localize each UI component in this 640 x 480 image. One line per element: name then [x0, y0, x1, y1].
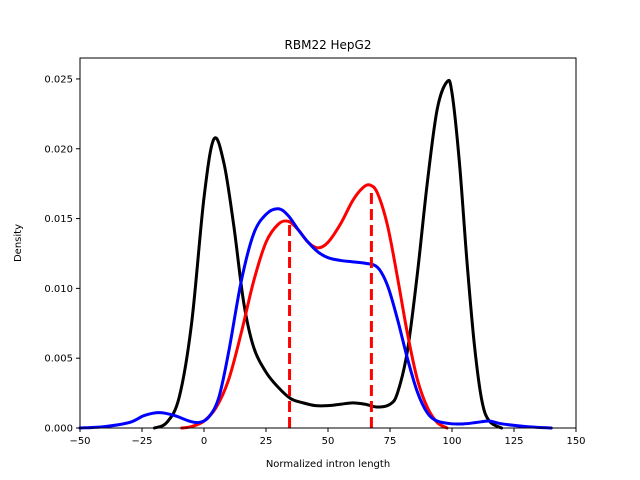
x-axis-ticks: −50 −25 0 25 50 75 100 125 150 [69, 428, 586, 447]
reference-lines [288, 187, 373, 428]
y-tick-label: 0.005 [44, 354, 73, 365]
x-tick-label: 100 [442, 436, 461, 447]
plot-area [78, 78, 553, 430]
y-axis-ticks: 0.000 0.005 0.010 0.015 0.020 0.025 [44, 74, 80, 435]
x-tick-label: 150 [566, 436, 585, 447]
x-tick-label: 0 [201, 436, 207, 447]
x-tick-label: −50 [69, 436, 90, 447]
y-tick-label: 0.020 [44, 144, 73, 155]
x-tick-label: 75 [384, 436, 397, 447]
x-tick-label: −25 [131, 436, 152, 447]
x-axis-label: Normalized intron length [266, 459, 390, 470]
x-tick-label: 50 [322, 436, 335, 447]
density-curve-2 [180, 183, 449, 430]
x-tick-label: 125 [504, 436, 523, 447]
y-axis-label: Density [13, 224, 24, 262]
y-tick-label: 0.000 [44, 424, 73, 435]
chart-title: RBM22 HepG2 [285, 38, 372, 52]
x-tick-label: 25 [260, 436, 273, 447]
y-tick-label: 0.015 [44, 214, 73, 225]
density-curve-3 [78, 207, 553, 430]
y-tick-label: 0.025 [44, 74, 73, 85]
y-tick-label: 0.010 [44, 284, 73, 295]
density-curve-1 [152, 78, 504, 430]
